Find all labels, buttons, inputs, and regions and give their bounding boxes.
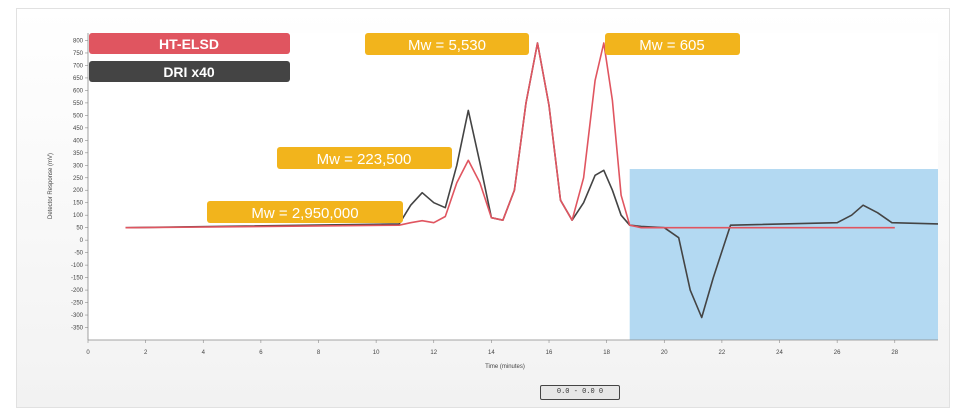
- x-axis-title: Time (minutes): [485, 364, 525, 370]
- x-tick-label: 28: [891, 350, 898, 356]
- annotation-label-4: Mw = 605: [639, 37, 704, 54]
- legend-swatch-dri: [89, 61, 290, 82]
- y-tick-label: 350: [73, 151, 84, 157]
- y-tick-label: 0: [80, 238, 84, 244]
- annotation-badge-1: [207, 201, 403, 223]
- y-axis-title: Detector Response (mV): [48, 153, 54, 219]
- y-tick-label: 150: [73, 201, 84, 207]
- y-tick-label: 700: [73, 63, 84, 69]
- x-tick-label: 22: [719, 350, 726, 356]
- y-tick-label: 300: [73, 163, 84, 169]
- y-tick-label: -100: [71, 263, 84, 269]
- y-tick-label: 250: [73, 176, 84, 182]
- x-tick-label: 20: [661, 350, 668, 356]
- y-tick-label: 400: [73, 138, 84, 144]
- y-tick-label: -300: [71, 313, 84, 319]
- y-tick-label: 750: [73, 51, 84, 57]
- y-tick-label: -50: [74, 251, 83, 257]
- annotations: Mw = 2,950,000 Mw = 223,500 Mw = 5,530 M…: [207, 33, 740, 223]
- y-tick-label: 550: [73, 101, 84, 107]
- annotation-badge-2: [277, 147, 452, 169]
- y-tick-label: 800: [73, 38, 84, 44]
- x-tick-label: 0: [86, 350, 90, 356]
- x-axis-ticks: 0 2 4 6 8 10 12 14 16 18 20 22 24 26 28: [86, 340, 899, 356]
- x-tick-label: 6: [259, 350, 263, 356]
- y-tick-label: -150: [71, 276, 84, 282]
- x-tick-label: 16: [546, 350, 553, 356]
- x-tick-label: 24: [776, 350, 783, 356]
- annotation-badge-3: [365, 33, 529, 55]
- legend: HT-ELSD DRI x40: [89, 33, 290, 82]
- x-tick-label: 18: [603, 350, 610, 356]
- highlight-region: [629, 169, 938, 340]
- series-line-dri: [125, 42, 939, 319]
- annotation-label-3: Mw = 5,530: [408, 37, 486, 54]
- legend-label-dri: DRI x40: [163, 64, 215, 80]
- y-axis-ticks: 8007507006506005505004504003503002502001…: [71, 38, 88, 332]
- y-tick-label: 500: [73, 113, 84, 119]
- x-tick-label: 26: [834, 350, 841, 356]
- zoom-range-box[interactable]: 0.0 - 0.0 0: [540, 385, 620, 400]
- x-tick-label: 14: [488, 350, 495, 356]
- annotation-label-2: Mw = 223,500: [317, 151, 412, 168]
- x-tick-label: 8: [317, 350, 321, 356]
- series-line-ht-elsd: [125, 42, 895, 229]
- y-tick-label: -200: [71, 288, 84, 294]
- y-tick-label: 600: [73, 88, 84, 94]
- y-tick-label: 100: [73, 213, 84, 219]
- y-tick-label: 650: [73, 76, 84, 82]
- y-tick-label: 450: [73, 126, 84, 132]
- annotation-badge-4: [605, 33, 740, 55]
- x-tick-label: 2: [144, 350, 148, 356]
- y-tick-label: 50: [76, 226, 83, 232]
- y-tick-label: -250: [71, 301, 84, 307]
- x-tick-label: 4: [202, 350, 206, 356]
- annotation-label-1: Mw = 2,950,000: [251, 205, 358, 222]
- series-layer: [125, 42, 939, 319]
- y-tick-label: 200: [73, 188, 84, 194]
- legend-label-ht-elsd: HT-ELSD: [159, 36, 219, 52]
- x-tick-label: 12: [430, 350, 437, 356]
- x-tick-label: 10: [373, 350, 380, 356]
- y-tick-label: -350: [71, 326, 84, 332]
- legend-swatch-ht-elsd: [89, 33, 290, 54]
